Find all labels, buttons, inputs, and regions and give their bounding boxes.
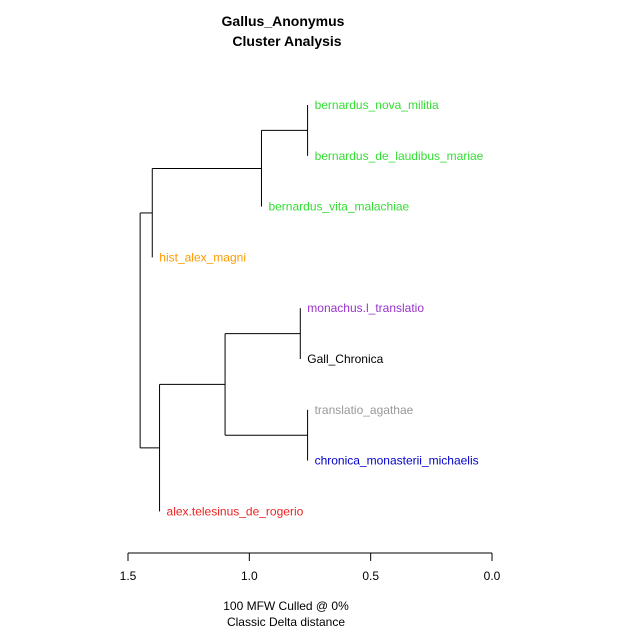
x-tick-label: 1.5 bbox=[120, 569, 137, 583]
leaf-label: chronica_monasterii_michaelis bbox=[315, 454, 479, 468]
leaf-label: Gall_Chronica bbox=[307, 352, 383, 366]
leaf-label: monachus.l_translatio bbox=[307, 301, 424, 315]
x-axis-label-2: Classic Delta distance bbox=[227, 615, 345, 629]
leaf-label: translatio_agathae bbox=[315, 403, 414, 417]
leaf-label: bernardus_nova_militia bbox=[315, 98, 439, 112]
chart-subtitle: Cluster Analysis bbox=[232, 33, 341, 49]
leaf-label: hist_alex_magni bbox=[159, 250, 246, 264]
x-tick-label: 0.5 bbox=[362, 569, 379, 583]
leaf-label: bernardus_vita_malachiae bbox=[268, 200, 409, 214]
x-tick-label: 0.0 bbox=[484, 569, 501, 583]
dendrogram-branches bbox=[139, 105, 309, 512]
leaf-label: bernardus_de_laudibus_mariae bbox=[315, 149, 484, 163]
x-tick-label: 1.0 bbox=[241, 569, 258, 583]
leaf-label: alex.telesinus_de_rogerio bbox=[167, 504, 304, 518]
chart-title: Gallus_Anonymus bbox=[222, 13, 345, 29]
x-axis: 1.5 1.0 0.5 0.0 bbox=[120, 552, 501, 583]
leaf-labels: bernardus_nova_militia bernardus_de_laudi… bbox=[159, 98, 483, 518]
x-axis-label: 100 MFW Culled @ 0% bbox=[223, 599, 349, 613]
